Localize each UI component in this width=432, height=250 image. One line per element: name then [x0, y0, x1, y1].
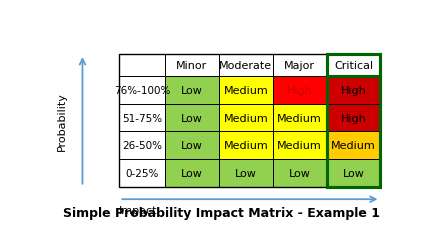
- Bar: [165, 104, 219, 132]
- Bar: [119, 104, 165, 132]
- Text: Low: Low: [289, 168, 311, 178]
- Text: Low: Low: [181, 140, 203, 150]
- Text: 26-50%: 26-50%: [122, 140, 162, 150]
- Bar: [273, 55, 327, 77]
- Bar: [165, 77, 219, 104]
- Text: Low: Low: [181, 113, 203, 123]
- Bar: [165, 132, 219, 159]
- Bar: [273, 77, 327, 104]
- Text: Medium: Medium: [277, 113, 322, 123]
- Bar: [219, 77, 273, 104]
- Text: Moderate: Moderate: [219, 61, 272, 71]
- Text: Impact: Impact: [119, 205, 158, 215]
- Text: Medium: Medium: [223, 140, 268, 150]
- Bar: [327, 132, 381, 159]
- Bar: [119, 132, 165, 159]
- Text: Low: Low: [181, 168, 203, 178]
- Bar: [119, 55, 381, 187]
- Bar: [273, 104, 327, 132]
- Text: Medium: Medium: [331, 140, 376, 150]
- Text: Medium: Medium: [223, 113, 268, 123]
- Text: High: High: [340, 86, 366, 96]
- Text: 0-25%: 0-25%: [125, 168, 159, 178]
- Bar: [219, 104, 273, 132]
- Text: Low: Low: [181, 86, 203, 96]
- Text: 76%-100%: 76%-100%: [114, 86, 170, 96]
- Text: High: High: [340, 113, 366, 123]
- Text: Low: Low: [343, 168, 365, 178]
- Text: Probability: Probability: [57, 92, 67, 150]
- Bar: [327, 55, 381, 187]
- Bar: [165, 55, 219, 77]
- Bar: [219, 159, 273, 187]
- Text: Low: Low: [235, 168, 257, 178]
- Text: Medium: Medium: [223, 86, 268, 96]
- Bar: [327, 55, 381, 77]
- Bar: [327, 159, 381, 187]
- Bar: [273, 132, 327, 159]
- Text: Minor: Minor: [176, 61, 207, 71]
- Bar: [219, 55, 273, 77]
- Text: 51-75%: 51-75%: [122, 113, 162, 123]
- Text: Medium: Medium: [277, 140, 322, 150]
- Bar: [327, 104, 381, 132]
- Bar: [119, 159, 165, 187]
- Bar: [165, 159, 219, 187]
- Bar: [219, 132, 273, 159]
- Bar: [119, 77, 165, 104]
- Bar: [273, 159, 327, 187]
- Bar: [327, 77, 381, 104]
- Bar: [119, 55, 165, 77]
- Text: Simple Probability Impact Matrix - Example 1: Simple Probability Impact Matrix - Examp…: [63, 206, 380, 219]
- Bar: [327, 77, 381, 187]
- Text: Critical: Critical: [334, 61, 373, 71]
- Text: Major: Major: [284, 61, 315, 71]
- Bar: [327, 55, 381, 77]
- Text: High: High: [287, 86, 312, 96]
